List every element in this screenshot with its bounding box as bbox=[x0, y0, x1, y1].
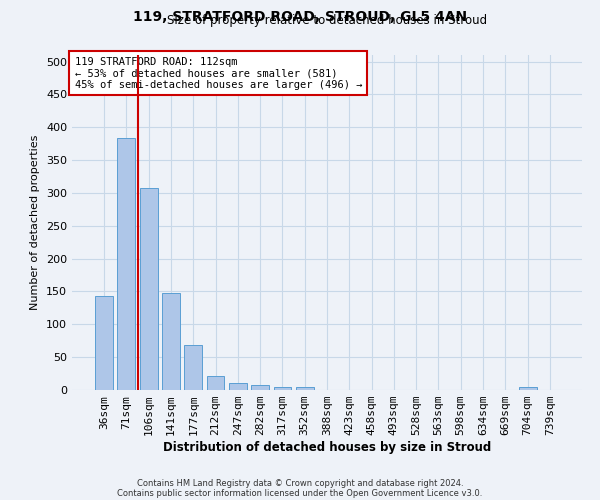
Bar bbox=[229, 383, 247, 390]
Text: Contains public sector information licensed under the Open Government Licence v3: Contains public sector information licen… bbox=[118, 488, 482, 498]
X-axis label: Distribution of detached houses by size in Stroud: Distribution of detached houses by size … bbox=[163, 441, 491, 454]
Text: 119 STRATFORD ROAD: 112sqm
← 53% of detached houses are smaller (581)
45% of sem: 119 STRATFORD ROAD: 112sqm ← 53% of deta… bbox=[74, 56, 362, 90]
Bar bbox=[296, 386, 314, 390]
Bar bbox=[118, 138, 136, 390]
Text: Contains HM Land Registry data © Crown copyright and database right 2024.: Contains HM Land Registry data © Crown c… bbox=[137, 478, 463, 488]
Bar bbox=[162, 293, 180, 390]
Bar bbox=[95, 296, 113, 390]
Bar bbox=[251, 384, 269, 390]
Bar bbox=[206, 376, 224, 390]
Y-axis label: Number of detached properties: Number of detached properties bbox=[31, 135, 40, 310]
Text: 119, STRATFORD ROAD, STROUD, GL5 4AN: 119, STRATFORD ROAD, STROUD, GL5 4AN bbox=[133, 10, 467, 24]
Bar bbox=[518, 386, 536, 390]
Bar bbox=[140, 188, 158, 390]
Bar bbox=[274, 386, 292, 390]
Title: Size of property relative to detached houses in Stroud: Size of property relative to detached ho… bbox=[167, 14, 487, 28]
Bar bbox=[184, 344, 202, 390]
